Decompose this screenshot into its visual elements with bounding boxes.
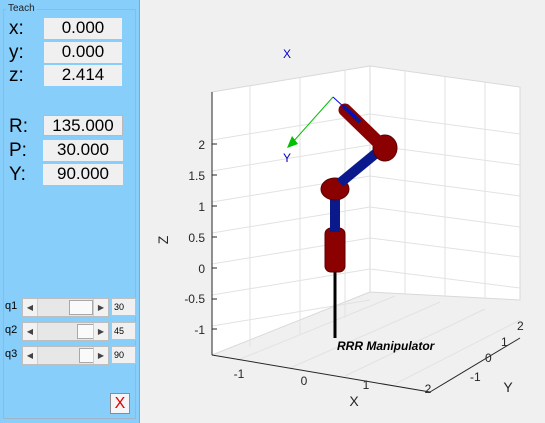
robot-link-2 bbox=[336, 146, 384, 187]
x-tick-label: 0 bbox=[301, 374, 308, 388]
q2-label: q2 bbox=[5, 324, 18, 336]
z-label: z: bbox=[9, 65, 24, 86]
z-tick-label: 0.5 bbox=[188, 231, 205, 245]
y-tick-label: 1 bbox=[501, 335, 508, 349]
yaw-value: 90.000 bbox=[43, 164, 123, 185]
y-tick-label: 0 bbox=[485, 351, 492, 365]
y-value: 0.000 bbox=[44, 42, 122, 63]
q1-value-field[interactable]: 30 bbox=[111, 298, 136, 316]
frame-y-label: Y bbox=[283, 151, 291, 165]
y-tick-label: 2 bbox=[517, 319, 524, 333]
robot-name-label: RRR Manipulator bbox=[337, 339, 436, 353]
q3-value-field[interactable]: 90 bbox=[111, 346, 136, 364]
frame-x-axis bbox=[332, 96, 357, 119]
plot-3d: 2 1.5 1 0.5 0 -0.5 -1 Z -1 0 1 2 X -1 0 … bbox=[155, 47, 524, 409]
roll-value: 135.000 bbox=[43, 115, 123, 136]
x-tick-label: 2 bbox=[425, 382, 432, 396]
z-tick-label: -1 bbox=[194, 323, 205, 337]
z-tick-label: 1 bbox=[198, 200, 205, 214]
q1-left-arrow-icon[interactable]: ◀ bbox=[23, 299, 38, 316]
yaw-label: Y: bbox=[9, 164, 26, 185]
roll-label: R: bbox=[9, 116, 28, 137]
y-tick-label: -1 bbox=[470, 370, 481, 384]
axes-box bbox=[211, 92, 521, 393]
q3-left-arrow-icon[interactable]: ◀ bbox=[23, 347, 38, 364]
q1-label: q1 bbox=[5, 300, 18, 312]
z-tick-label: 0 bbox=[198, 262, 205, 276]
q3-slider[interactable]: ◀ ▶ bbox=[22, 346, 109, 365]
z-tick-marks bbox=[212, 143, 217, 330]
q2-slider[interactable]: ◀ ▶ bbox=[22, 322, 109, 341]
x-axis-label: X bbox=[349, 393, 359, 409]
x-tick-label: 1 bbox=[363, 378, 370, 392]
z-value: 2.414 bbox=[44, 65, 122, 86]
teach-title: Teach bbox=[6, 3, 37, 14]
y-axis-label: Y bbox=[503, 379, 513, 395]
q3-label: q3 bbox=[5, 348, 18, 360]
q1-slider[interactable]: ◀ ▶ bbox=[22, 298, 109, 317]
pitch-label: P: bbox=[9, 140, 27, 161]
frame-y-arrow-icon bbox=[287, 136, 298, 148]
q2-right-arrow-icon[interactable]: ▶ bbox=[93, 323, 108, 340]
z-tick-label: 2 bbox=[198, 138, 205, 152]
axes-grid bbox=[211, 65, 521, 385]
x-tick-label: -1 bbox=[234, 367, 245, 381]
frame-x-label: X bbox=[283, 47, 291, 61]
q2-value-field[interactable]: 45 bbox=[111, 322, 136, 340]
y-label: y: bbox=[9, 42, 24, 63]
z-axis-label: Z bbox=[155, 235, 171, 244]
z-tick-label: -0.5 bbox=[184, 292, 205, 306]
robot-model bbox=[287, 96, 398, 338]
q2-left-arrow-icon[interactable]: ◀ bbox=[23, 323, 38, 340]
x-value: 0.000 bbox=[44, 18, 122, 39]
pitch-value: 30.000 bbox=[43, 140, 123, 161]
x-label: x: bbox=[9, 18, 24, 39]
robot-base-joint bbox=[324, 227, 346, 273]
frame-y-axis bbox=[291, 96, 334, 144]
teach-panel: Teach x: 0.000 y: 0.000 z: 2.414 R: 135.… bbox=[0, 0, 140, 423]
q1-right-arrow-icon[interactable]: ▶ bbox=[93, 299, 108, 316]
q3-right-arrow-icon[interactable]: ▶ bbox=[93, 347, 108, 364]
close-button[interactable]: X bbox=[110, 393, 130, 414]
z-tick-label: 1.5 bbox=[188, 169, 205, 183]
teach-groupbox bbox=[3, 9, 136, 419]
q1-slider-thumb[interactable] bbox=[69, 300, 93, 315]
